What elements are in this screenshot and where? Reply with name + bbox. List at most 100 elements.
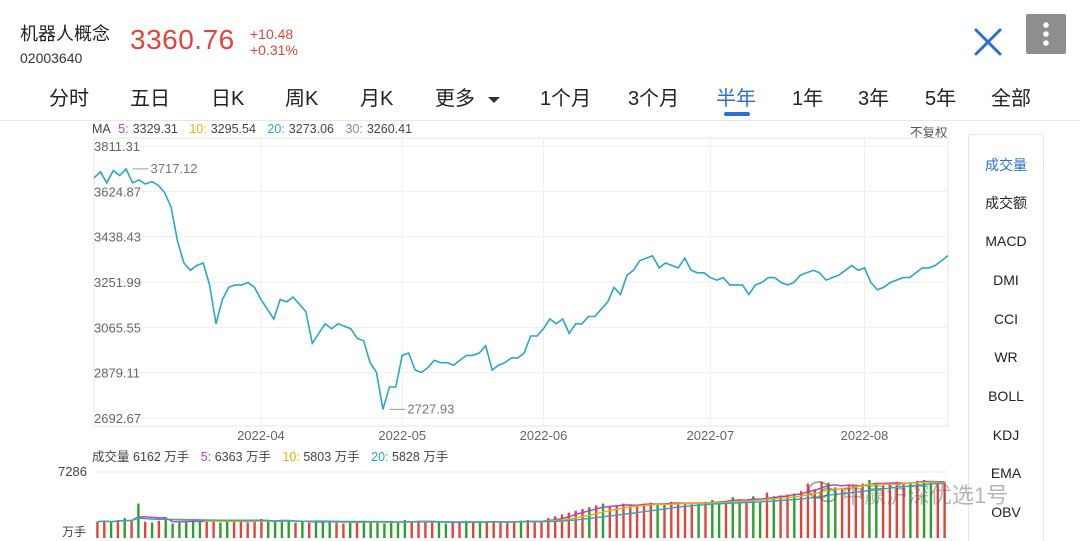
volume-bar	[321, 520, 325, 538]
indicator-volume[interactable]: 成交量	[985, 157, 1027, 173]
vol10-key: 10:	[282, 450, 300, 464]
ma-legend: MA 5: 3329.31 10: 3295.54 20: 3273.06 30: 32…	[92, 122, 420, 136]
volume-bar	[697, 502, 700, 538]
volume-legend-unit: 万手	[164, 450, 190, 464]
volume-bar	[567, 512, 570, 538]
volume-bar	[560, 514, 564, 538]
volume-bar	[424, 521, 427, 538]
volume-bar	[581, 509, 584, 538]
volume-bar	[96, 521, 99, 538]
volume-bar	[670, 501, 673, 538]
volume-bar	[492, 520, 495, 538]
volume-bar	[506, 522, 509, 538]
volume-bar	[267, 520, 270, 538]
volume-bar	[765, 492, 769, 538]
volume-axis-unit: 万手	[62, 525, 86, 539]
volume-bar	[280, 519, 284, 538]
volume-legend-label: 成交量	[92, 450, 130, 464]
tab-5-years[interactable]: 5年	[925, 88, 957, 110]
volume-bar	[868, 480, 871, 538]
indicator-kdj[interactable]: KDJ	[992, 427, 1020, 443]
ma5-key: 5:	[118, 122, 129, 136]
tab-five-day[interactable]: 五日	[130, 88, 170, 110]
volume-ma-line	[97, 482, 945, 523]
volume-bar	[854, 484, 857, 538]
volume-bar	[273, 521, 277, 538]
volume-bar	[622, 503, 625, 538]
volume-bar	[308, 522, 311, 538]
volume-bar	[342, 523, 345, 538]
tab-monthly-k[interactable]: 月K	[360, 88, 394, 110]
header-divider	[0, 120, 1080, 121]
indicator-turnover[interactable]: 成交额	[985, 195, 1027, 211]
volume-bar	[861, 483, 864, 538]
volume-bar	[219, 522, 222, 538]
tab-weekly-k[interactable]: 周K	[285, 88, 319, 110]
ma20-key: 20:	[267, 122, 285, 136]
adjust-toggle[interactable]: 不复权	[910, 126, 948, 140]
volume-bar	[478, 521, 482, 538]
tab-3-months[interactable]: 3个月	[628, 88, 680, 110]
y-tick-label: 2692.67	[94, 411, 141, 426]
volume-bar	[806, 483, 810, 538]
volume-bar	[178, 522, 181, 538]
y-tick-label: 3811.31	[94, 139, 140, 154]
volume-bar	[253, 520, 256, 538]
volume-bar-chart[interactable]: 7286 万手	[0, 460, 960, 540]
indicator-macd[interactable]: MACD	[985, 233, 1027, 249]
volume-bar	[922, 480, 926, 538]
price-line-chart[interactable]: 3811.31 3624.87 3438.43 3251.99 3065.55 2879.…	[0, 134, 960, 454]
indicator-boll[interactable]: BOLL	[988, 388, 1024, 404]
volume-bar	[362, 520, 366, 538]
tab-1-month[interactable]: 1个月	[540, 88, 592, 110]
volume-bar	[314, 521, 318, 538]
volume-bar	[212, 521, 215, 538]
indicator-ema[interactable]: EMA	[990, 465, 1022, 481]
vol5-value: 6363 万手	[214, 450, 271, 464]
tab-3-years[interactable]: 3年	[858, 88, 890, 110]
indicator-dmi[interactable]: DMI	[993, 272, 1019, 288]
y-tick-label: 3251.99	[94, 275, 141, 290]
x-tick-label: 2022-04	[237, 428, 285, 443]
volume-bar	[909, 482, 912, 538]
close-button[interactable]	[970, 24, 1006, 60]
volume-bar	[929, 481, 933, 538]
indicator-cci[interactable]: CCI	[993, 311, 1019, 327]
volume-axis-max: 7286	[58, 464, 87, 479]
vol20-value: 5828 万手	[392, 450, 449, 464]
ma10-value: 3295.54	[210, 122, 256, 136]
ma5-value: 3329.31	[132, 122, 178, 136]
change-value: +10.48	[250, 26, 294, 42]
volume-bar	[601, 503, 605, 538]
tab-more[interactable]: 更多	[435, 82, 501, 111]
x-tick-label: 2022-05	[378, 428, 426, 443]
tab-daily-k[interactable]: 日K	[211, 88, 245, 110]
indicator-wr[interactable]: WR	[994, 349, 1018, 365]
volume-bar	[758, 501, 762, 538]
tab-1-year[interactable]: 1年	[792, 88, 824, 110]
more-menu-button[interactable]	[1026, 14, 1066, 54]
volume-bar	[731, 497, 734, 538]
volume-bar	[383, 523, 386, 538]
volume-bar	[226, 520, 229, 538]
volume-bar	[588, 507, 591, 538]
volume-bar	[444, 523, 448, 538]
volume-bar	[164, 519, 167, 538]
volume-bar	[403, 519, 407, 538]
volume-bar	[881, 485, 885, 538]
tab-half-year[interactable]: 半年	[716, 88, 756, 110]
volume-bar	[547, 518, 550, 538]
volume-bar	[458, 521, 461, 538]
volume-bar	[554, 516, 557, 538]
volume-bar	[916, 480, 919, 538]
indicator-obv[interactable]: OBV	[991, 504, 1021, 520]
volume-bar	[417, 520, 420, 538]
x-tick-label: 2022-08	[841, 428, 889, 443]
tab-more-label: 更多	[435, 88, 475, 110]
tab-all[interactable]: 全部	[991, 88, 1031, 110]
tab-intraday[interactable]: 分时	[49, 88, 89, 110]
ma20-value: 3273.06	[288, 122, 334, 136]
volume-bar	[834, 487, 837, 538]
change-percent: +0.31%	[250, 42, 298, 58]
volume-bar	[635, 504, 639, 538]
